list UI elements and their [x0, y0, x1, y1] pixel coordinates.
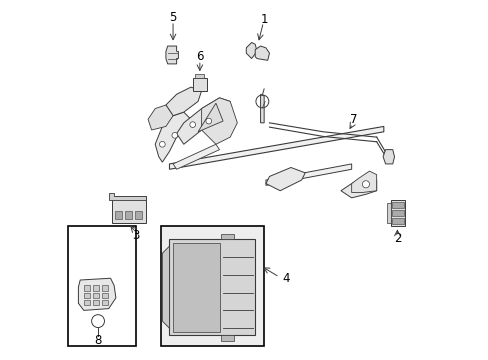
Circle shape: [362, 181, 369, 188]
Bar: [173, 243, 220, 332]
Polygon shape: [169, 126, 383, 169]
Bar: [83, 293, 90, 298]
Text: 8: 8: [94, 333, 102, 347]
Text: 6: 6: [196, 50, 203, 63]
Polygon shape: [173, 144, 219, 169]
Polygon shape: [148, 105, 173, 130]
Text: 1: 1: [260, 13, 267, 26]
Bar: [102, 285, 108, 291]
Polygon shape: [78, 278, 116, 310]
Bar: [125, 211, 132, 219]
Bar: [160, 226, 264, 346]
Text: 2: 2: [393, 233, 400, 246]
Polygon shape: [176, 98, 230, 144]
Polygon shape: [108, 193, 146, 200]
Polygon shape: [255, 46, 269, 60]
Bar: [102, 293, 108, 298]
Polygon shape: [351, 171, 376, 193]
Circle shape: [172, 132, 177, 138]
Bar: [93, 300, 99, 305]
Bar: [115, 211, 122, 219]
Bar: [102, 300, 108, 305]
Text: 4: 4: [282, 272, 289, 285]
Text: 7: 7: [349, 113, 356, 126]
Bar: [390, 200, 405, 226]
Text: 5: 5: [169, 11, 176, 24]
Bar: [391, 202, 403, 208]
Bar: [135, 211, 142, 219]
Bar: [112, 196, 146, 223]
Polygon shape: [246, 42, 257, 59]
Polygon shape: [201, 98, 237, 144]
Polygon shape: [165, 46, 178, 64]
Polygon shape: [265, 164, 351, 185]
Polygon shape: [198, 103, 223, 132]
Polygon shape: [260, 94, 264, 123]
Text: 3: 3: [132, 229, 139, 242]
Polygon shape: [265, 167, 305, 191]
Bar: [386, 203, 390, 223]
Bar: [221, 336, 233, 341]
Bar: [67, 226, 135, 346]
Bar: [93, 293, 99, 298]
Bar: [169, 239, 255, 336]
Circle shape: [159, 141, 165, 147]
Bar: [83, 300, 90, 305]
Circle shape: [189, 122, 195, 127]
Bar: [93, 285, 99, 291]
Circle shape: [91, 315, 104, 328]
Bar: [195, 74, 204, 78]
Circle shape: [205, 118, 211, 124]
Bar: [221, 234, 233, 239]
Bar: [391, 210, 403, 216]
Bar: [391, 218, 403, 224]
Polygon shape: [340, 176, 376, 198]
Polygon shape: [162, 246, 169, 328]
Polygon shape: [155, 112, 190, 162]
Bar: [83, 285, 90, 291]
Polygon shape: [382, 150, 394, 164]
Polygon shape: [165, 87, 201, 116]
Polygon shape: [193, 78, 207, 91]
